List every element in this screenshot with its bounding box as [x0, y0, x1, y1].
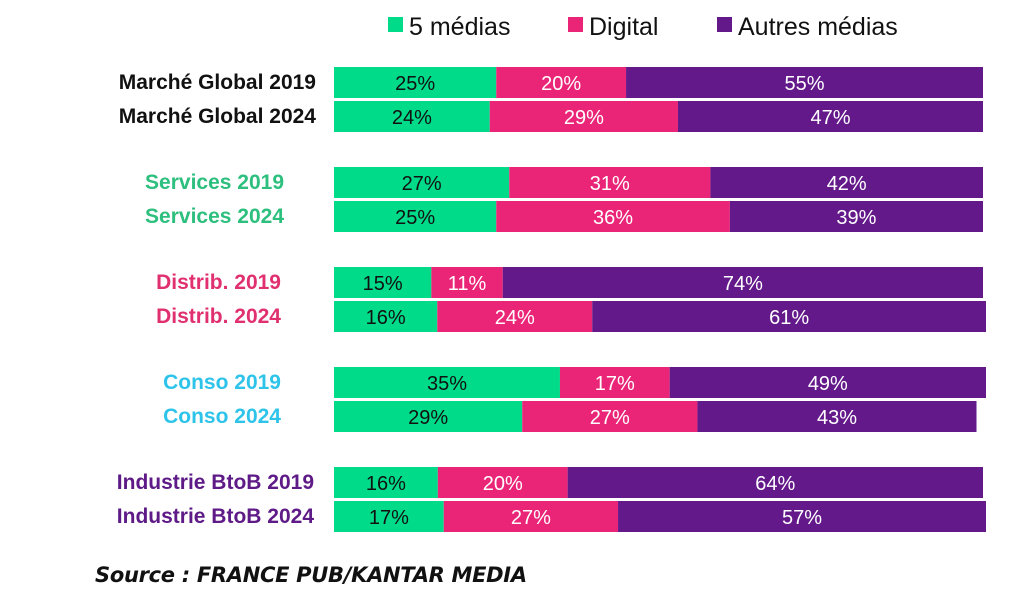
source-note: Source : FRANCE PUB/KANTAR MEDIA	[95, 563, 527, 587]
data-label: 42%	[827, 173, 867, 195]
data-label: 43%	[817, 407, 857, 429]
data-label: 36%	[593, 207, 633, 229]
bar-segment-digital	[437, 301, 593, 332]
bar-segment-5-medias	[334, 167, 510, 198]
bar-row-industrie-btob-2024: 17% 27% 57%	[334, 501, 986, 532]
category-label: Services 2024	[145, 205, 284, 228]
bar-segment-5-medias	[334, 467, 438, 498]
data-label: 17%	[595, 373, 635, 395]
bar-segment-digital	[431, 267, 503, 298]
bar-segment-autres-medias	[669, 367, 986, 398]
data-label: 29%	[564, 107, 604, 129]
bar-segment-digital	[489, 101, 678, 132]
category-label: Services 2019	[145, 171, 284, 194]
data-label: 57%	[782, 507, 822, 529]
data-label: 25%	[395, 73, 435, 95]
bar-segment-digital	[496, 67, 627, 98]
bar-segment-digital	[559, 367, 670, 398]
bar-row-services-2024: 25% 36% 39%	[334, 201, 983, 232]
bar-segment-digital	[522, 401, 698, 432]
legend-label: 5 médias	[409, 13, 510, 41]
data-label: 31%	[590, 173, 630, 195]
bar-row-conso-2019: 35% 17% 49%	[334, 367, 986, 398]
bar-row-marche-global-2019: 25% 20% 55%	[334, 67, 983, 98]
data-label: 61%	[769, 307, 809, 329]
category-label: Marché Global 2019	[119, 71, 316, 94]
legend-label: Autres médias	[738, 13, 898, 41]
data-label: 27%	[511, 507, 551, 529]
category-label: Conso 2019	[163, 371, 281, 394]
data-label: 47%	[810, 107, 850, 129]
legend-swatch	[388, 17, 403, 32]
bar-segment-autres-medias	[626, 67, 983, 98]
bar-row-services-2019: 27% 31% 42%	[334, 167, 983, 198]
bar-row-distrib-2019: 15% 11% 74%	[334, 267, 983, 298]
data-label: 16%	[366, 473, 406, 495]
data-label: 11%	[448, 273, 487, 295]
category-label: Distrib. 2024	[156, 305, 281, 328]
bar-segment-5-medias	[334, 301, 438, 332]
bar-segment-5-medias	[334, 101, 490, 132]
bar-segment-digital	[443, 501, 619, 532]
data-label: 64%	[755, 473, 795, 495]
bar-segment-5-medias	[334, 367, 560, 398]
data-label: 25%	[395, 207, 435, 229]
data-label: 27%	[402, 173, 442, 195]
data-label: 49%	[808, 373, 848, 395]
bar-segment-autres-medias	[697, 401, 977, 432]
category-label: Marché Global 2024	[119, 105, 317, 128]
data-label: 39%	[836, 207, 876, 229]
category-label: Industrie BtoB 2024	[117, 505, 315, 528]
bar-segment-autres-medias	[677, 101, 983, 132]
data-label: 55%	[785, 73, 825, 95]
bar-segment-digital	[509, 167, 711, 198]
legend-item-5-medias: 5 médias	[388, 13, 510, 41]
legend: 5 médias Digital Autres médias	[388, 13, 898, 41]
legend-label: Digital	[589, 13, 658, 41]
bar-segment-autres-medias	[567, 467, 983, 498]
data-label: 16%	[366, 307, 406, 329]
legend-swatch	[717, 17, 732, 32]
bar-segment-autres-medias	[729, 201, 983, 232]
data-label: 20%	[483, 473, 523, 495]
data-label: 15%	[363, 273, 403, 295]
data-label: 24%	[495, 307, 535, 329]
data-label: 27%	[590, 407, 630, 429]
bar-segment-autres-medias	[618, 501, 986, 532]
bar-segment-digital	[437, 467, 568, 498]
data-label: 74%	[723, 273, 763, 295]
bar-row-industrie-btob-2019: 16% 20% 64%	[334, 467, 983, 498]
bar-segment-5-medias	[334, 501, 444, 532]
data-label: 20%	[541, 73, 581, 95]
bar-row-conso-2024: 29% 27% 43%	[334, 401, 977, 432]
bar-segment-5-medias	[334, 201, 497, 232]
legend-item-autres-medias: Autres médias	[717, 13, 898, 41]
data-label: 29%	[408, 407, 448, 429]
bar-segment-5-medias	[334, 267, 432, 298]
legend-swatch	[568, 17, 583, 32]
category-label: Industrie BtoB 2019	[117, 471, 314, 494]
data-label: 17%	[369, 507, 409, 529]
bar-segment-5-medias	[334, 401, 523, 432]
bar-segment-autres-medias	[592, 301, 986, 332]
category-label: Conso 2024	[163, 405, 281, 428]
category-labels: Marché Global 2019 Marché Global 2024 Serv…	[117, 71, 317, 528]
bar-segment-autres-medias	[710, 167, 983, 198]
category-label: Distrib. 2019	[156, 271, 281, 294]
data-label: 24%	[392, 107, 432, 129]
bar-row-distrib-2024: 16% 24% 61%	[334, 301, 986, 332]
bar-segment-digital	[496, 201, 730, 232]
bar-row-marche-global-2024: 24% 29% 47%	[334, 101, 983, 132]
bar-segment-5-medias	[334, 67, 497, 98]
bar-segment-autres-medias	[502, 267, 983, 298]
legend-item-digital: Digital	[568, 13, 658, 41]
data-label: 35%	[427, 373, 467, 395]
bars: 25% 20% 55%24% 29% 47%27% 31% 42%25% 36% 39%15% 1…	[334, 67, 986, 532]
